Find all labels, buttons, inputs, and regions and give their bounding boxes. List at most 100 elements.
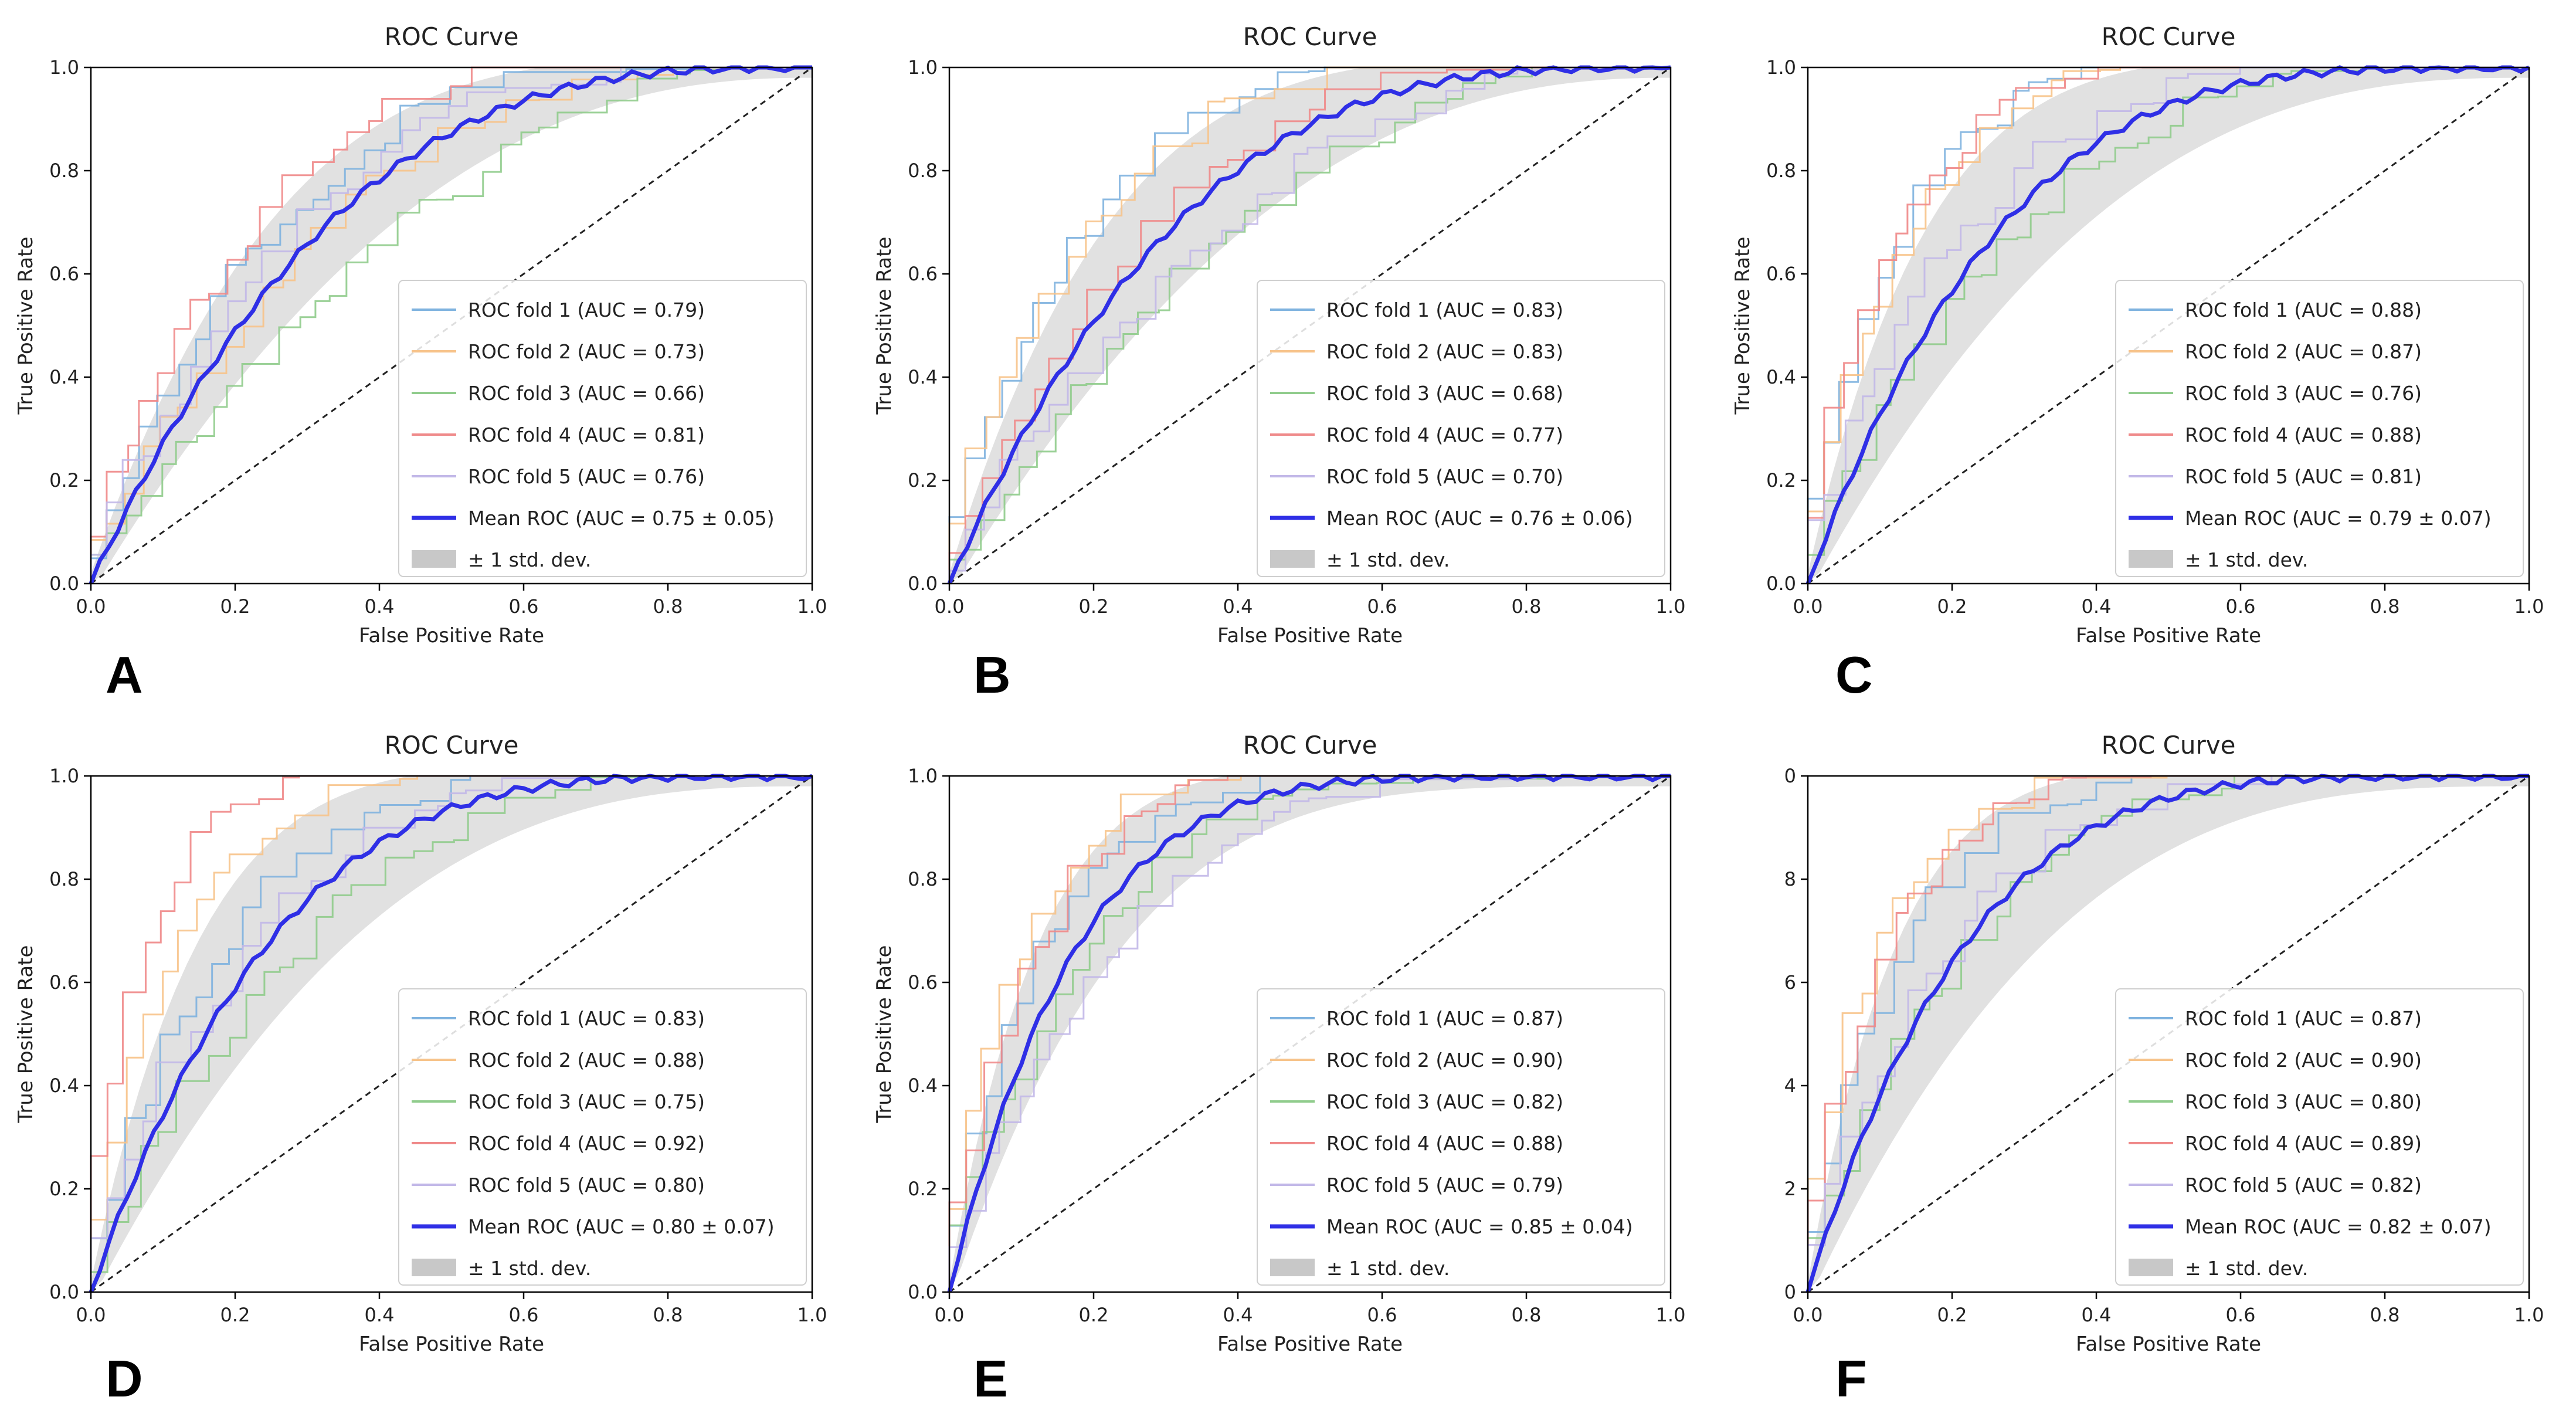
x-tick-label: 0.6 xyxy=(2226,1304,2256,1326)
y-tick-label: 0.0 xyxy=(49,572,79,595)
x-tick-label: 0.8 xyxy=(2370,1304,2400,1326)
x-tick-label: 0.8 xyxy=(1512,1304,1542,1326)
legend-entry-label: ROC fold 5 (AUC = 0.82) xyxy=(2185,1174,2422,1196)
roc-chart-svg: ROC Curve 0.0 0.2 0.4 0.6 0.8 1.0 0.0 0.2 0.4 0.6 0… xyxy=(1731,22,2544,648)
legend-entry-label: ROC fold 5 (AUC = 0.80) xyxy=(468,1174,705,1196)
legend-entry-label: ± 1 std. dev. xyxy=(2185,1257,2308,1280)
legend-entry-label: Mean ROC (AUC = 0.79 ± 0.07) xyxy=(2185,507,2492,530)
y-tick-label: 0.2 xyxy=(908,469,938,491)
legend-swatch-std xyxy=(2129,550,2173,568)
legend-box xyxy=(398,988,807,1286)
x-tick-label: 0.6 xyxy=(509,1304,539,1326)
legend-entry-label: ROC fold 2 (AUC = 0.90) xyxy=(1326,1049,1563,1072)
y-tick-label: 1.0 xyxy=(1766,56,1796,79)
axes-frame xyxy=(90,775,813,1293)
x-tick-label: 0.8 xyxy=(653,595,683,618)
y-tick-label: 0.2 xyxy=(49,469,79,491)
x-tick-label: 0.2 xyxy=(220,595,250,618)
y-tick-label: 0.2 xyxy=(1766,469,1796,491)
y-tick-label: 0.2 xyxy=(908,1178,938,1200)
legend-box xyxy=(1257,280,1665,577)
legend-entry-label: ROC fold 2 (AUC = 0.90) xyxy=(2185,1049,2422,1072)
roc-panel-a: ROC Curve 0.0 0.2 0.4 0.6 0.8 1.0 0.0 0.2 0.4 0.6 0… xyxy=(0,0,859,708)
x-tick-label: 0.2 xyxy=(1937,1304,1967,1326)
x-tick-label: 1.0 xyxy=(1656,1304,1686,1326)
x-axis-label: False Positive Rate xyxy=(2076,1333,2261,1356)
roc-fold-5-curve xyxy=(948,66,1671,584)
legend-entry-label: ROC fold 2 (AUC = 0.88) xyxy=(468,1049,705,1072)
x-tick-label: 0.0 xyxy=(76,1304,106,1326)
legend-entry-label: ROC fold 1 (AUC = 0.83) xyxy=(468,1007,705,1030)
legend-entry-label: ROC fold 4 (AUC = 0.88) xyxy=(1326,1132,1563,1155)
legend-box xyxy=(398,280,807,577)
y-axis-label: True Positive Rate xyxy=(14,945,38,1124)
legend-box xyxy=(1257,988,1665,1286)
x-tick-label: 0.0 xyxy=(935,595,965,618)
y-tick-label: 0.0 xyxy=(1766,572,1796,595)
legend-entry-label: Mean ROC (AUC = 0.80 ± 0.07) xyxy=(468,1215,775,1238)
roc-chart-svg: ROC Curve 0.0 0.2 0.4 0.6 0.8 1.0 0.0 0.2 0.4 0.6 0… xyxy=(14,731,827,1356)
roc-panel-d: ROC Curve 0.0 0.2 0.4 0.6 0.8 1.0 0.0 0.2 0.4 0.6 0… xyxy=(0,708,859,1417)
legend: ROC fold 1 (AUC = 0.87) ROC fold 2 (AUC =… xyxy=(1257,988,1665,1286)
legend-entry-label: ROC fold 2 (AUC = 0.73) xyxy=(468,340,705,363)
legend: ROC fold 1 (AUC = 0.83) ROC fold 2 (AUC =… xyxy=(398,988,807,1286)
chart-title: ROC Curve xyxy=(385,22,519,51)
y-tick-label: 8 xyxy=(1784,868,1796,890)
y-tick-label: 0.4 xyxy=(49,366,79,388)
legend-entry-label: ROC fold 4 (AUC = 0.88) xyxy=(2185,423,2422,446)
axes-frame xyxy=(90,66,813,585)
legend-entry-label: Mean ROC (AUC = 0.85 ± 0.04) xyxy=(1326,1215,1633,1238)
std-dev-band xyxy=(1808,776,2529,1292)
x-tick-label: 0.4 xyxy=(365,595,395,618)
roc-chart-svg: ROC Curve 0.0 0.2 0.4 0.6 0.8 1.0 0 2 4 6 8 0 False P… xyxy=(1784,731,2544,1356)
x-tick-label: 0.2 xyxy=(220,1304,250,1326)
legend-swatch-std xyxy=(1270,1259,1315,1276)
y-tick-label: 0.2 xyxy=(49,1178,79,1200)
y-tick-label: 0.8 xyxy=(49,868,79,890)
x-tick-label: 0.6 xyxy=(2226,595,2256,618)
roc-fold-3-curve xyxy=(948,66,1671,584)
chart-title: ROC Curve xyxy=(1243,22,1377,51)
x-tick-label: 0.4 xyxy=(365,1304,395,1326)
legend-swatch-std xyxy=(1270,550,1315,568)
legend-swatch-std xyxy=(2129,1259,2173,1276)
y-tick-label: 0.0 xyxy=(49,1281,79,1303)
x-axis-label: False Positive Rate xyxy=(2076,624,2261,648)
x-tick-label: 0.6 xyxy=(1367,1304,1397,1326)
x-tick-label: 0.2 xyxy=(1937,595,1967,618)
x-tick-label: 1.0 xyxy=(797,1304,827,1326)
y-axis-label: True Positive Rate xyxy=(1731,237,1754,415)
panel-letter-b: B xyxy=(973,646,1011,704)
x-tick-label: 0.2 xyxy=(1079,595,1109,618)
y-tick-label: 0.4 xyxy=(908,1074,938,1097)
legend-entry-label: ROC fold 5 (AUC = 0.76) xyxy=(468,465,705,488)
legend-entry-label: ROC fold 2 (AUC = 0.83) xyxy=(1326,340,1563,363)
legend-swatch-std xyxy=(412,1259,456,1276)
legend: ROC fold 1 (AUC = 0.87) ROC fold 2 (AUC =… xyxy=(2115,988,2524,1286)
legend-entry-label: ROC fold 4 (AUC = 0.77) xyxy=(1326,423,1563,446)
axes-frame xyxy=(1807,66,2530,585)
roc-fold-3-curve xyxy=(90,66,812,584)
roc-panel-e: ROC Curve 0.0 0.2 0.4 0.6 0.8 1.0 0.0 0.2 0.4 0.6 0… xyxy=(858,708,1718,1417)
axes-frame xyxy=(948,775,1672,1293)
mean-roc-curve xyxy=(89,65,812,585)
y-tick-label: 0.6 xyxy=(1766,263,1796,285)
legend-box xyxy=(2115,280,2524,577)
y-tick-label: 0.8 xyxy=(908,160,938,182)
legend-entry-label: ± 1 std. dev. xyxy=(468,548,591,571)
legend-entry-label: ROC fold 1 (AUC = 0.88) xyxy=(2185,299,2422,321)
legend-entry-label: ROC fold 3 (AUC = 0.68) xyxy=(1326,382,1563,405)
roc-fold-4-curve xyxy=(948,66,1671,584)
legend: ROC fold 1 (AUC = 0.88) ROC fold 2 (AUC =… xyxy=(2115,280,2524,577)
x-tick-label: 0.6 xyxy=(1367,595,1397,618)
mean-roc-curve xyxy=(89,774,813,1293)
roc-panel-b: ROC Curve 0.0 0.2 0.4 0.6 0.8 1.0 0.0 0.2 0.4 0.6 0… xyxy=(858,0,1718,708)
std-dev-band xyxy=(1808,67,2529,584)
legend-entry-label: ROC fold 5 (AUC = 0.79) xyxy=(1326,1174,1563,1196)
y-tick-label: 0.6 xyxy=(908,971,938,994)
axes-frame xyxy=(948,66,1672,585)
y-tick-label: 0.0 xyxy=(908,572,938,595)
legend-entry-label: ROC fold 5 (AUC = 0.70) xyxy=(1326,465,1563,488)
x-tick-label: 0.8 xyxy=(1512,595,1542,618)
legend-entry-label: ROC fold 3 (AUC = 0.82) xyxy=(1326,1090,1563,1113)
